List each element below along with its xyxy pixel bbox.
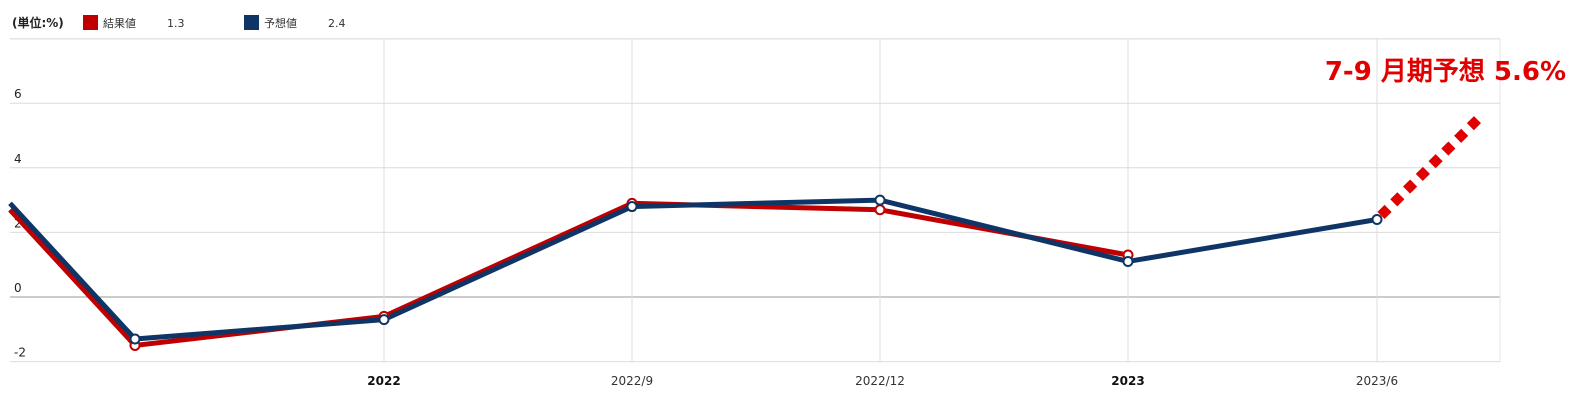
data-point xyxy=(1371,213,1383,225)
x-tick-label: 2023 xyxy=(1111,374,1144,388)
data-point xyxy=(874,204,886,216)
legend-label: 予想値 xyxy=(264,16,297,30)
forecast-annotation: 7-9 月期予想 5.6% xyxy=(1325,57,1566,87)
series-line-forecast-value xyxy=(8,197,1378,342)
series-line-actual xyxy=(8,200,1129,348)
legend-label: 結果値 xyxy=(103,16,136,30)
x-tick-label: 2022/12 xyxy=(855,374,905,388)
unit-label: (単位:%) xyxy=(12,15,64,30)
y-tick-label: 0 xyxy=(14,281,22,295)
data-point xyxy=(1122,255,1134,267)
data-point xyxy=(129,333,141,345)
y-tick-label: 2 xyxy=(14,216,22,230)
forecast-dotted-line xyxy=(1377,112,1485,220)
x-tick-label: 2022/9 xyxy=(611,374,653,388)
data-point xyxy=(378,314,390,326)
y-tick-label: 6 xyxy=(14,87,22,101)
x-tick-label: 2023/6 xyxy=(1356,374,1398,388)
legend-value: 2.4 xyxy=(328,17,346,30)
x-tick-label: 2022 xyxy=(367,374,400,388)
y-tick-label: -2 xyxy=(14,346,26,360)
legend-swatch xyxy=(244,15,259,30)
data-point xyxy=(626,201,638,213)
legend-swatch xyxy=(83,15,98,30)
legend-value: 1.3 xyxy=(167,17,185,30)
y-tick-label: 4 xyxy=(14,152,22,166)
data-point xyxy=(874,194,886,206)
grid-lines xyxy=(10,38,1501,363)
